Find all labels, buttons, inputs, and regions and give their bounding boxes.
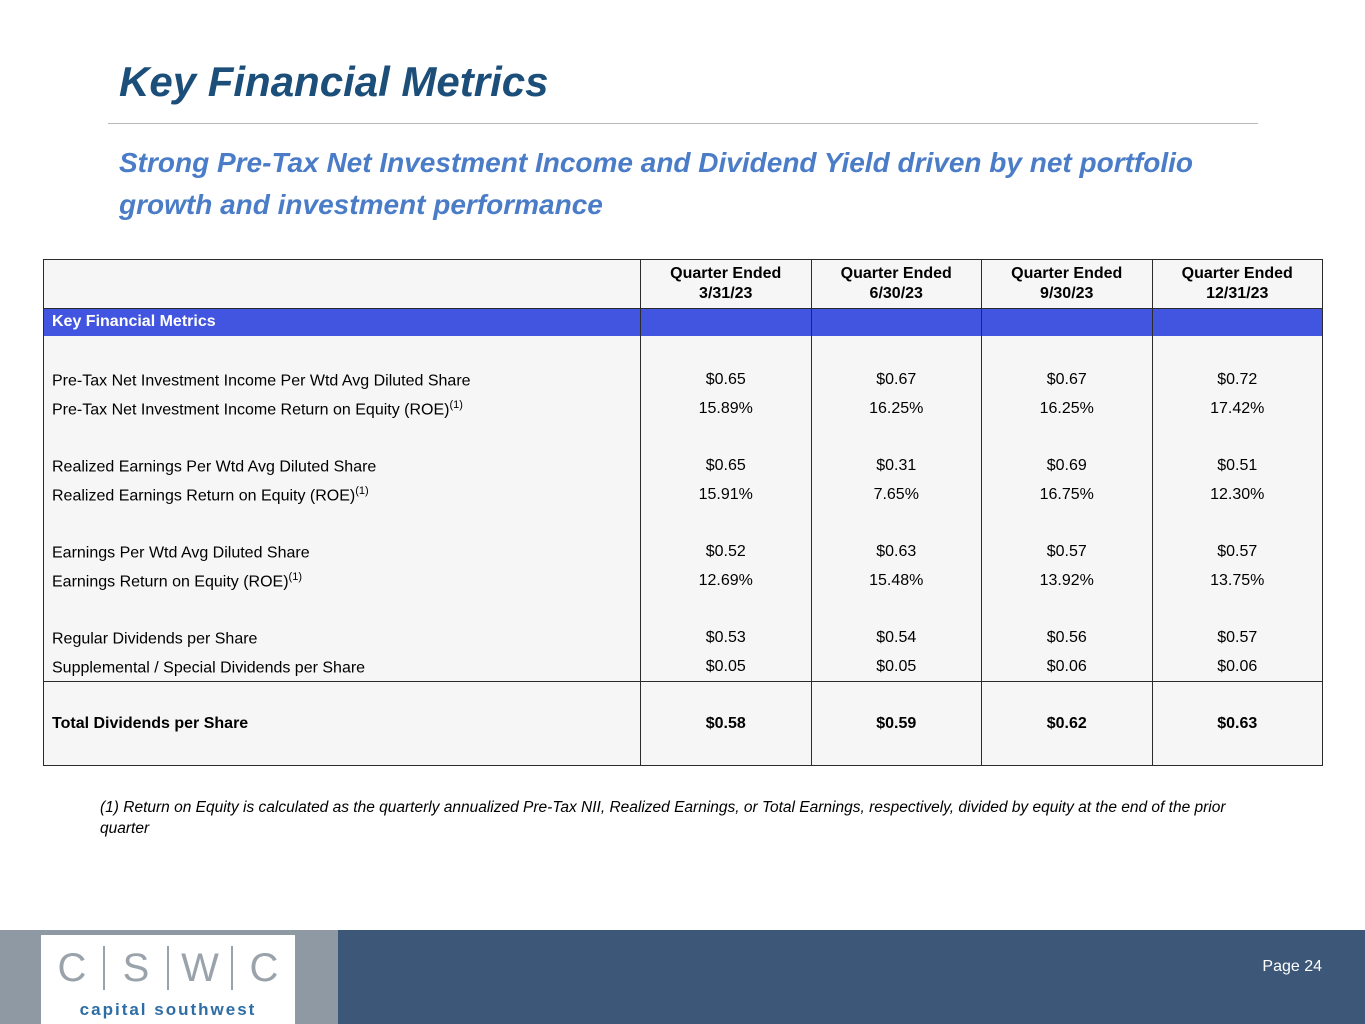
logo-letter-c1: C (41, 945, 105, 990)
row-value: $0.63 (810, 537, 982, 567)
column-header-title: Quarter Ended (840, 265, 952, 283)
row-label: Supplemental / Special Dividends per Sha… (52, 658, 366, 676)
spacer-row (44, 423, 1323, 452)
column-header-q3: Quarter Ended 9/30/23 (981, 259, 1152, 309)
row-value: 15.91% (640, 480, 811, 510)
total-row-value: $0.58 (640, 681, 811, 766)
row-value: $0.53 (640, 623, 811, 653)
row-label: Pre-Tax Net Investment Income Return on … (52, 398, 463, 419)
column-header-date: 3/31/23 (699, 285, 753, 302)
row-label: Earnings Per Wtd Avg Diluted Share (52, 544, 310, 562)
column-header-q2: Quarter Ended 6/30/23 (810, 259, 982, 309)
row-label: Pre-Tax Net Investment Income Per Wtd Av… (52, 372, 471, 390)
total-row-value: $0.62 (981, 681, 1152, 766)
row-value: $0.69 (981, 451, 1152, 481)
spacer-row (44, 335, 1323, 366)
row-value: $0.54 (810, 623, 982, 653)
table-row: Regular Dividends per Share $0.53 $0.54 … (44, 623, 1323, 653)
page-title: Key Financial Metrics (119, 58, 549, 105)
total-row-value: $0.63 (1151, 681, 1323, 766)
row-value: $0.06 (981, 652, 1152, 682)
footnote: (1) Return on Equity is calculated as th… (100, 799, 1226, 837)
table-row: Realized Earnings Per Wtd Avg Diluted Sh… (44, 451, 1323, 481)
row-label: Realized Earnings Per Wtd Avg Diluted Sh… (52, 458, 377, 476)
slide-subtitle: Strong Pre-Tax Net Investment Income and… (119, 147, 1194, 220)
row-value: 15.48% (810, 566, 982, 596)
table-row: Earnings Return on Equity (ROE)(1) 12.69… (44, 566, 1323, 596)
logo-letter-s: S (105, 945, 169, 990)
table-row: Realized Earnings Return on Equity (ROE)… (44, 480, 1323, 510)
footer-blue-strip: Page 24 (338, 930, 1365, 1024)
total-dividends-row: Total Dividends per Share $0.58 $0.59 $0… (43, 681, 1323, 766)
row-value: 16.25% (810, 394, 982, 424)
table-row: Pre-Tax Net Investment Income Return on … (44, 394, 1323, 424)
footnote-ref: (1) (449, 398, 463, 411)
row-value: 12.30% (1151, 480, 1323, 510)
row-value: $0.05 (640, 652, 811, 682)
row-label: Earnings Return on Equity (ROE)(1) (52, 570, 302, 591)
row-value: $0.51 (1151, 451, 1323, 481)
row-value: 16.75% (981, 480, 1152, 510)
cswc-logo: C S W C capital southwest (38, 932, 298, 1024)
row-value: $0.57 (981, 537, 1152, 567)
page-number: Page 24 (1262, 958, 1322, 975)
table-header-row: Quarter Ended 3/31/23 Quarter Ended 6/30… (43, 259, 1323, 309)
row-value: $0.05 (810, 652, 982, 682)
row-value: $0.31 (810, 451, 982, 481)
column-header-title: Quarter Ended (1181, 265, 1293, 283)
table-row: Earnings Per Wtd Avg Diluted Share $0.52… (44, 537, 1323, 567)
logo-letter-c2: C (249, 945, 279, 990)
row-value: $0.56 (981, 623, 1152, 653)
cswc-logo-letters: C S W C (41, 935, 295, 1000)
row-value: $0.65 (640, 365, 811, 395)
column-header-date: 9/30/23 (1040, 285, 1094, 302)
row-value: 12.69% (640, 566, 811, 596)
row-value: $0.06 (1151, 652, 1323, 682)
section-band-row: Key Financial Metrics (43, 308, 1323, 336)
row-value: 13.75% (1151, 566, 1323, 596)
row-label: Realized Earnings Return on Equity (ROE)… (52, 484, 369, 505)
spacer-row (44, 509, 1323, 538)
row-value: $0.52 (640, 537, 811, 567)
title-divider (108, 123, 1258, 124)
row-value: 13.92% (981, 566, 1152, 596)
header-empty-cell (43, 259, 641, 309)
spacer-row (44, 595, 1323, 624)
row-value: $0.57 (1151, 623, 1323, 653)
column-header-title: Quarter Ended (1011, 265, 1123, 283)
row-value: 15.89% (640, 394, 811, 424)
table-row: Pre-Tax Net Investment Income Per Wtd Av… (44, 365, 1323, 395)
column-header-date: 12/31/23 (1206, 285, 1269, 302)
row-value: 17.42% (1151, 394, 1323, 424)
footnote-ref: (1) (288, 570, 302, 583)
row-value: $0.72 (1151, 365, 1323, 395)
row-value: 16.25% (981, 394, 1152, 424)
key-financial-metrics-table: Quarter Ended 3/31/23 Quarter Ended 6/30… (43, 259, 1323, 766)
section-band-label: Key Financial Metrics (43, 308, 641, 336)
table-row: Supplemental / Special Dividends per Sha… (44, 652, 1323, 682)
column-header-q1: Quarter Ended 3/31/23 (640, 259, 811, 309)
column-header-q4: Quarter Ended 12/31/23 (1151, 259, 1323, 309)
column-header-date: 6/30/23 (869, 285, 923, 302)
row-value: $0.65 (640, 451, 811, 481)
total-row-label: Total Dividends per Share (43, 681, 641, 766)
logo-letter-w: W (169, 945, 233, 990)
row-value: $0.67 (810, 365, 982, 395)
row-value: $0.57 (1151, 537, 1323, 567)
column-header-title: Quarter Ended (670, 265, 782, 283)
row-label: Regular Dividends per Share (52, 630, 258, 648)
total-row-value: $0.59 (810, 681, 982, 766)
footnote-ref: (1) (355, 484, 369, 497)
row-value: 7.65% (810, 480, 982, 510)
logo-caption: capital southwest (79, 1000, 257, 1019)
row-value: $0.67 (981, 365, 1152, 395)
